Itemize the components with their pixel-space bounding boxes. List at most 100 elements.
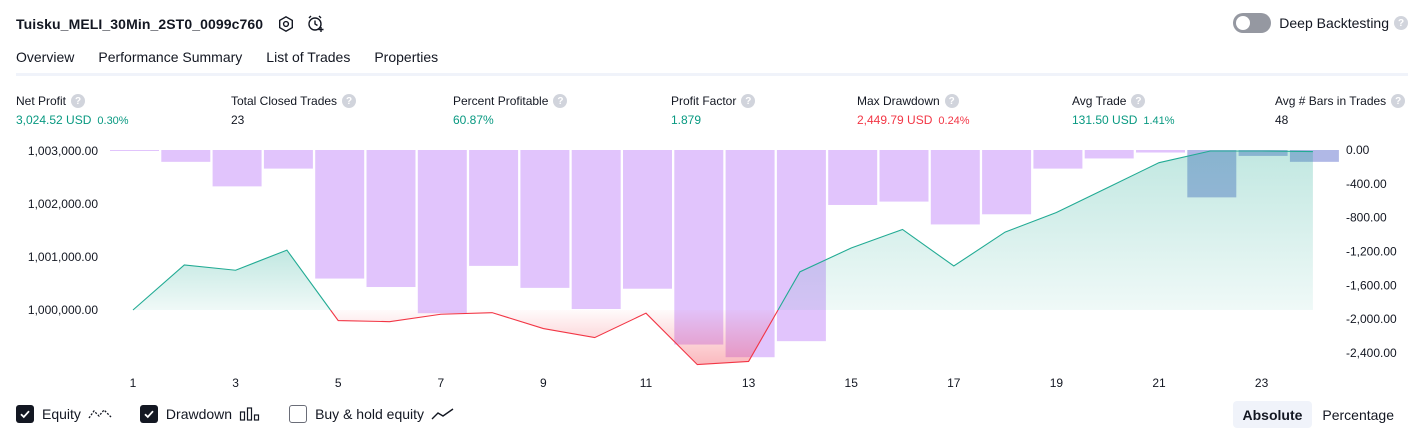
legend-label: Buy & hold equity: [315, 406, 425, 422]
x-axis-tick: 7: [437, 376, 444, 390]
info-icon[interactable]: ?: [741, 94, 756, 108]
info-icon[interactable]: ?: [553, 94, 568, 108]
checkbox-checked-icon[interactable]: [16, 405, 34, 423]
stat-value: 131.50 USD: [1072, 113, 1138, 127]
equity-line-down: [330, 309, 779, 366]
drawdown-bar[interactable]: [879, 150, 929, 202]
drawdown-bar[interactable]: [1033, 150, 1083, 169]
x-axis-tick: 19: [1050, 376, 1064, 390]
legend-label: Equity: [42, 406, 81, 422]
drawdown-bar[interactable]: [212, 150, 262, 187]
tab-properties[interactable]: Properties: [374, 49, 439, 65]
x-axis-tick: 3: [232, 376, 239, 390]
info-icon[interactable]: ?: [71, 94, 86, 108]
stat-avg-trade: Avg Trade? 131.50 USD 1.41%: [1072, 93, 1175, 127]
right-axis-tick: -400.00: [1346, 177, 1387, 191]
stat-avg-bars-in-trades: Avg # Bars in Trades? 48: [1275, 93, 1406, 127]
buy-hold-line-icon: [431, 407, 455, 421]
stat-value: 1.879: [671, 113, 702, 127]
drawdown-bar[interactable]: [315, 150, 365, 279]
right-axis-tick: -2,400.00: [1346, 346, 1397, 360]
stat-value: 60.87%: [453, 113, 494, 127]
x-axis-tick: 15: [845, 376, 859, 390]
stat-label: Total Closed Trades: [231, 94, 338, 108]
absolute-button[interactable]: Absolute: [1232, 401, 1313, 428]
left-axis-tick: 1,000,000.00: [28, 303, 98, 317]
stat-label: Profit Factor: [671, 94, 737, 108]
stat-percent: 0.30%: [97, 115, 129, 127]
strategy-title: Tuisku_MELI_30Min_2ST0_0099c760: [16, 16, 264, 32]
info-icon[interactable]: ?: [1131, 94, 1146, 108]
help-icon[interactable]: ?: [1394, 16, 1408, 30]
stat-value: 48: [1275, 113, 1289, 127]
drawdown-bar[interactable]: [982, 150, 1032, 215]
right-axis-tick: -2,000.00: [1346, 312, 1397, 326]
drawdown-bar[interactable]: [469, 150, 519, 266]
drawdown-bar[interactable]: [110, 150, 159, 151]
legend-label: Drawdown: [165, 406, 233, 422]
right-axis-tick: -800.00: [1346, 211, 1387, 225]
x-axis-tick: 13: [742, 376, 756, 390]
deep-backtesting-toggle[interactable]: [1233, 13, 1272, 33]
drawdown-bar[interactable]: [263, 150, 313, 169]
stat-percent-profitable: Percent Profitable? 60.87%: [453, 93, 568, 127]
x-axis-tick: 11: [640, 376, 653, 390]
checkbox-unchecked-icon[interactable]: [289, 405, 308, 423]
x-axis-tick: 21: [1152, 376, 1166, 390]
drawdown-bar[interactable]: [520, 150, 570, 288]
equity-checkbox[interactable]: Equity: [16, 405, 112, 423]
chart-legend: Equity Drawdown Buy & hold equity: [16, 403, 483, 425]
drawdown-bar[interactable]: [417, 150, 467, 314]
x-axis-tick: 5: [335, 376, 342, 390]
drawdown-bar[interactable]: [366, 150, 416, 288]
x-axis-tick: 9: [540, 376, 547, 390]
equity-area-up: [133, 250, 331, 310]
deep-backtesting-label: Deep Backtesting: [1279, 15, 1389, 31]
drawdown-bar[interactable]: [828, 150, 878, 205]
drawdown-bars-icon: [239, 407, 261, 421]
x-axis-tick: 17: [947, 376, 961, 390]
right-axis-tick: 0.00: [1346, 143, 1370, 157]
right-axis-tick: -1,200.00: [1346, 245, 1397, 259]
stat-label: Net Profit: [16, 94, 67, 108]
drawdown-bar[interactable]: [1136, 150, 1185, 153]
stats-row: Net Profit? 3,024.52 USD 0.30% Total Clos…: [0, 93, 1424, 133]
right-axis-tick: -1,600.00: [1346, 278, 1397, 292]
x-axis-tick: 1: [130, 376, 137, 390]
stat-percent: 0.24%: [938, 115, 970, 127]
tab-performance-summary[interactable]: Performance Summary: [98, 49, 243, 65]
tab-overview[interactable]: Overview: [16, 46, 75, 76]
stat-total-closed-trades: Total Closed Trades? 23: [231, 93, 357, 127]
info-icon[interactable]: ?: [1391, 94, 1406, 108]
strategy-header: Tuisku_MELI_30Min_2ST0_0099c760: [16, 12, 327, 36]
settings-icon[interactable]: [275, 13, 297, 35]
drawdown-bar[interactable]: [776, 150, 826, 342]
report-tabs: Overview Performance Summary List of Tra…: [16, 46, 462, 76]
equity-line-icon: [88, 407, 112, 421]
drawdown-bar[interactable]: [930, 150, 980, 225]
tab-divider: [16, 73, 1408, 76]
info-icon[interactable]: ?: [944, 94, 959, 108]
checkbox-checked-icon[interactable]: [139, 405, 158, 423]
x-axis-tick: 23: [1255, 376, 1269, 390]
percentage-button[interactable]: Percentage: [1322, 406, 1394, 423]
drawdown-bar[interactable]: [1289, 150, 1339, 162]
add-alert-icon[interactable]: [305, 13, 327, 35]
buy-hold-checkbox[interactable]: Buy & hold equity: [289, 405, 455, 423]
stat-label: Avg # Bars in Trades: [1275, 94, 1387, 108]
equity-area-up: [778, 151, 1313, 310]
drawdown-checkbox[interactable]: Drawdown: [139, 405, 261, 423]
drawdown-bar[interactable]: [1084, 150, 1134, 159]
stat-value: 2,449.79 USD: [857, 113, 933, 127]
left-axis-tick: 1,003,000.00: [28, 144, 98, 158]
stat-max-drawdown: Max Drawdown? 2,449.79 USD 0.24%: [857, 93, 970, 127]
stat-value: 23: [231, 113, 245, 127]
stat-net-profit: Net Profit? 3,024.52 USD 0.30%: [16, 93, 129, 127]
info-icon[interactable]: ?: [342, 94, 357, 108]
stat-label: Max Drawdown: [857, 94, 940, 108]
tab-list-of-trades[interactable]: List of Trades: [266, 49, 351, 65]
drawdown-bar[interactable]: [161, 150, 211, 162]
drawdown-bar[interactable]: [571, 150, 621, 310]
drawdown-bar[interactable]: [623, 150, 672, 289]
equity-drawdown-chart[interactable]: 1,003,000.00 1,002,000.00 1,001,000.00 1,00…: [0, 140, 1424, 395]
